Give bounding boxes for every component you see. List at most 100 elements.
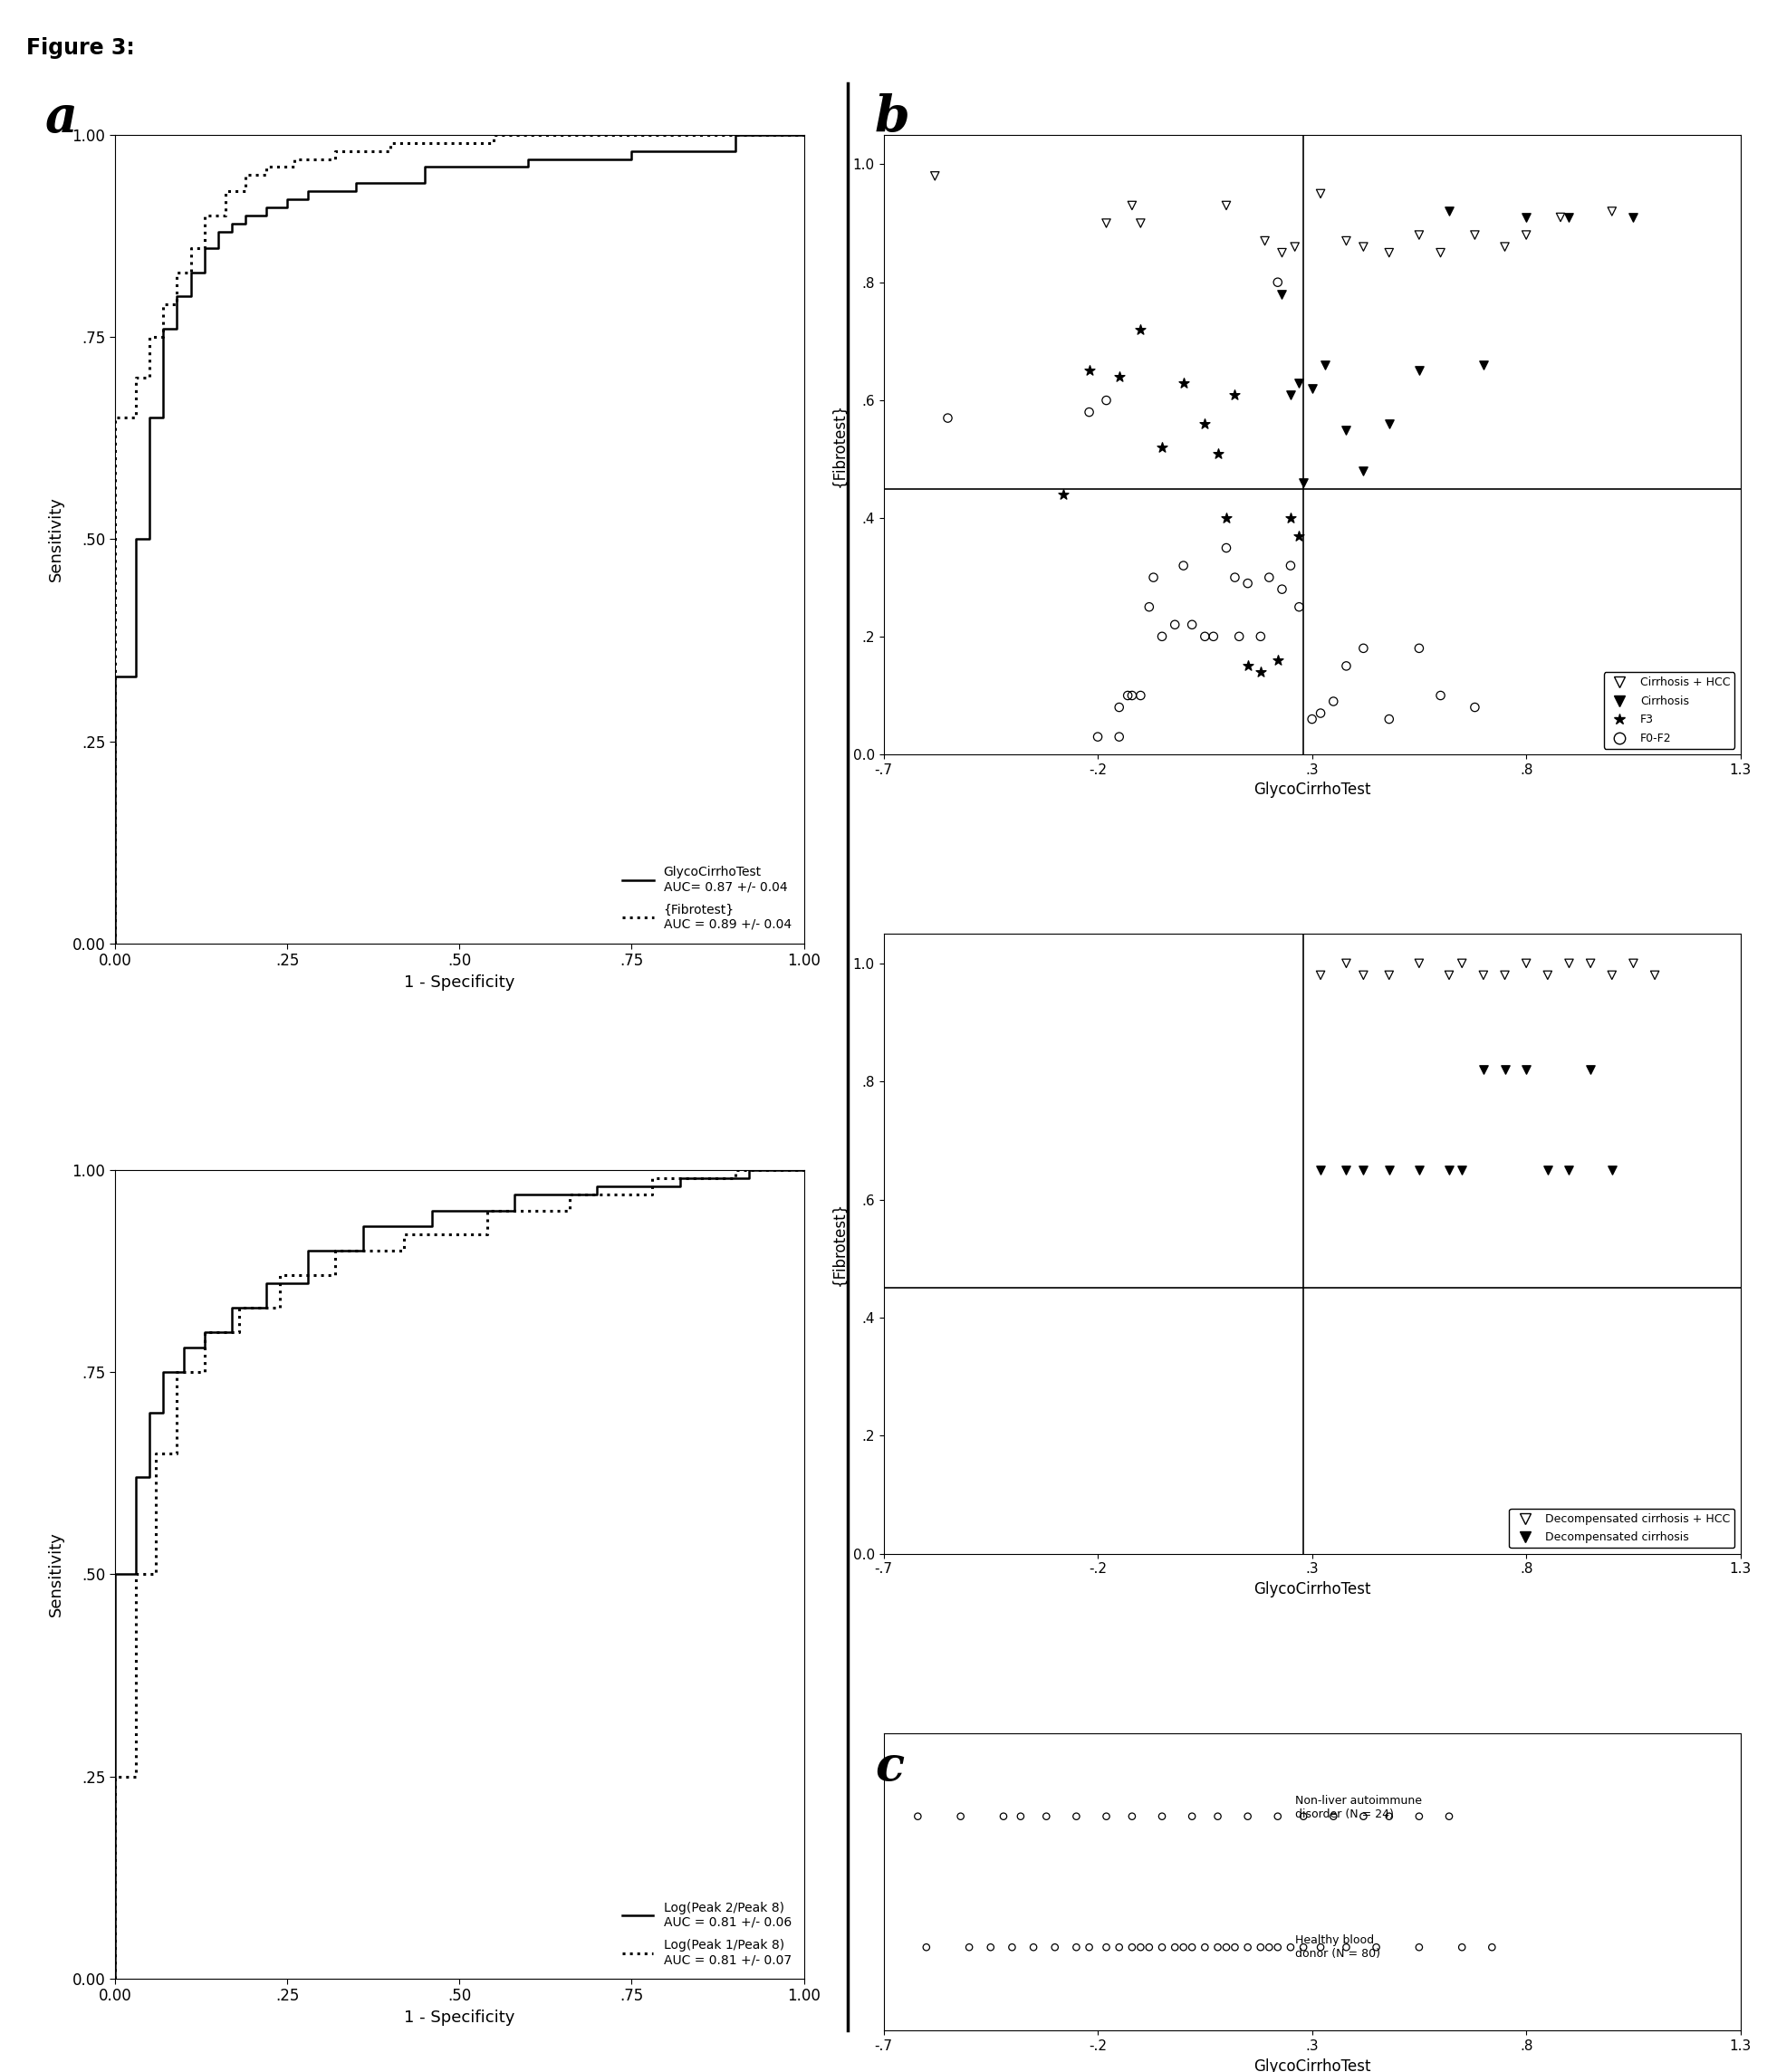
Point	[1255, 1931, 1283, 1964]
Point	[956, 1931, 984, 1964]
Point	[1212, 189, 1240, 222]
Point	[1104, 690, 1133, 723]
Y-axis label: {Fibrotest}: {Fibrotest}	[832, 402, 848, 487]
Point	[1212, 501, 1240, 535]
Point	[1255, 562, 1283, 595]
Point	[1074, 1931, 1103, 1964]
Point	[1350, 959, 1378, 992]
Point	[1127, 680, 1156, 713]
Point	[1405, 218, 1433, 251]
Point	[1074, 396, 1103, 429]
Point	[1461, 218, 1490, 251]
Point	[1320, 686, 1348, 719]
Text: Figure 3:: Figure 3:	[27, 37, 134, 58]
X-axis label: GlycoCirrhoTest: GlycoCirrhoTest	[1253, 781, 1371, 798]
Point	[1083, 721, 1111, 754]
Point	[1405, 947, 1433, 980]
Point	[1104, 361, 1133, 394]
Point	[1290, 1801, 1318, 1834]
Point	[1546, 201, 1574, 234]
Point	[1127, 313, 1156, 346]
Point	[921, 160, 949, 193]
Point	[1350, 454, 1378, 487]
Point	[1297, 702, 1325, 736]
Point	[1447, 1931, 1475, 1964]
Point	[1200, 620, 1228, 653]
Point	[1134, 1931, 1163, 1964]
Point	[998, 1931, 1027, 1964]
Point	[1491, 959, 1520, 992]
Text: c: c	[875, 1745, 903, 1790]
Point	[1161, 607, 1189, 640]
Point	[1149, 620, 1177, 653]
X-axis label: 1 - Specificity: 1 - Specificity	[405, 2010, 514, 2026]
Point	[1050, 479, 1078, 512]
Point	[1513, 201, 1541, 234]
Point	[1597, 1154, 1626, 1187]
Point	[1375, 236, 1403, 269]
Point	[1285, 367, 1313, 400]
Point	[1134, 591, 1163, 624]
Point	[1435, 1801, 1463, 1834]
Point	[1170, 1931, 1198, 1964]
Point	[1119, 1931, 1147, 1964]
Point	[1477, 1931, 1505, 1964]
Point	[1405, 1801, 1433, 1834]
Point	[1276, 377, 1304, 410]
Point	[1246, 655, 1274, 688]
Point	[1263, 644, 1292, 678]
Point	[1203, 437, 1232, 470]
Point	[1007, 1801, 1035, 1834]
Point	[1350, 1154, 1378, 1187]
Point	[1362, 1931, 1391, 1964]
Point	[1263, 265, 1292, 298]
Point	[1140, 562, 1168, 595]
Point	[1332, 947, 1361, 980]
Point	[1092, 1931, 1120, 1964]
Point	[1104, 721, 1133, 754]
Point	[1555, 201, 1583, 234]
Point	[1092, 1801, 1120, 1834]
X-axis label: 1 - Specificity: 1 - Specificity	[405, 974, 514, 990]
Point	[1375, 1154, 1403, 1187]
Point	[1041, 1931, 1069, 1964]
Point	[990, 1801, 1018, 1834]
Point	[1576, 947, 1604, 980]
Point	[1170, 367, 1198, 400]
Point	[1405, 1154, 1433, 1187]
Point	[1269, 278, 1297, 311]
Point	[1119, 1801, 1147, 1834]
Point	[912, 1931, 940, 1964]
Point	[1179, 607, 1207, 640]
Point	[1269, 572, 1297, 605]
Point	[1435, 1154, 1463, 1187]
Point	[1221, 562, 1249, 595]
X-axis label: GlycoCirrhoTest: GlycoCirrhoTest	[1253, 1581, 1371, 1598]
Point	[1285, 520, 1313, 553]
Point	[1191, 1931, 1219, 1964]
Point	[1306, 959, 1334, 992]
Point	[1127, 207, 1156, 240]
Point	[1555, 1154, 1583, 1187]
Point	[1221, 377, 1249, 410]
Point	[1306, 1154, 1334, 1187]
Point	[1161, 1931, 1189, 1964]
Point	[1062, 1801, 1090, 1834]
Point	[1619, 201, 1647, 234]
Point	[1426, 680, 1454, 713]
Point	[1221, 1931, 1249, 1964]
Point	[1191, 620, 1219, 653]
Text: b: b	[875, 93, 910, 143]
Point	[1306, 1931, 1334, 1964]
Point	[1149, 431, 1177, 464]
Point	[1285, 591, 1313, 624]
Point	[1350, 230, 1378, 263]
Point	[903, 1801, 931, 1834]
Text: Non-liver autoimmune
disorder (N = 24): Non-liver autoimmune disorder (N = 24)	[1295, 1794, 1422, 1819]
Y-axis label: {Fibrotest}: {Fibrotest}	[832, 1202, 848, 1287]
Point	[1491, 230, 1520, 263]
Point	[1435, 959, 1463, 992]
Point	[1203, 1801, 1232, 1834]
Point	[1320, 1801, 1348, 1834]
Point	[1332, 412, 1361, 445]
